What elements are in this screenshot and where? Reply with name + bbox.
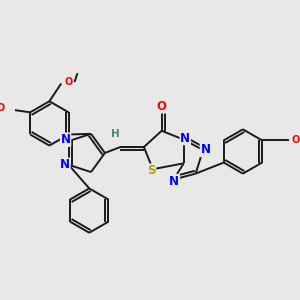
Text: N: N [61,133,70,146]
Text: O: O [292,135,300,146]
Text: N: N [200,143,210,157]
Text: N: N [60,158,70,171]
Text: N: N [169,175,179,188]
Text: H: H [112,129,120,139]
Text: O: O [157,100,167,113]
Text: N: N [180,132,190,145]
Text: O: O [64,77,73,87]
Text: O: O [0,103,5,113]
Text: S: S [147,164,156,177]
